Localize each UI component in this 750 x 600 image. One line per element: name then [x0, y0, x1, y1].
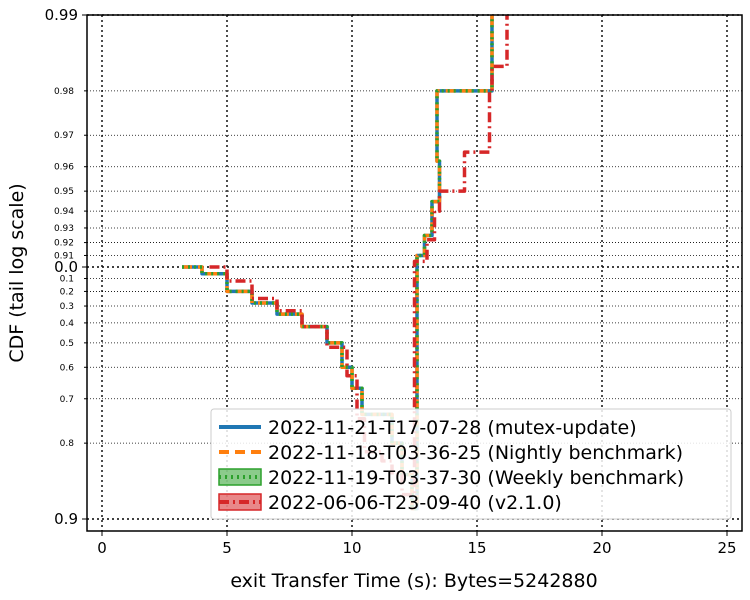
y-tick-label: 0.7 — [60, 395, 74, 405]
y-tick-label: 0.0 — [54, 258, 78, 276]
y-tick-label: 0.96 — [54, 163, 74, 173]
legend-label: 2022-11-19-T03-37-30 (Weekly benchmark) — [268, 467, 684, 489]
legend: 2022-11-21-T17-07-28 (mutex-update) 2022-… — [210, 408, 732, 520]
legend-label: 2022-11-21-T17-07-28 (mutex-update) — [268, 417, 637, 439]
y-axis-label: CDF (tail log scale) — [6, 183, 28, 362]
y-tick-label: 0.8 — [60, 439, 75, 449]
x-axis-label: exit Transfer Time (s): Bytes=5242880 — [230, 570, 597, 592]
y-tick-label: 0.6 — [60, 363, 75, 373]
legend-label: 2022-11-18-T03-36-25 (Nightly benchmark) — [268, 442, 683, 464]
x-tick-label: 20 — [592, 539, 611, 557]
y-tick-label: 0.93 — [54, 224, 74, 234]
legend-box — [210, 408, 732, 520]
x-tick-label: 10 — [342, 539, 361, 557]
series-line — [182, 15, 494, 511]
y-tick-label: 0.2 — [60, 287, 74, 297]
plot-frame — [86, 14, 743, 532]
y-tick-label: 0.91 — [54, 251, 74, 261]
y-tick-label: 0.1 — [60, 275, 74, 285]
x-tick-label: 15 — [467, 539, 486, 557]
x-tick-label: 25 — [717, 539, 736, 557]
y-tick-label: 0.4 — [60, 319, 75, 329]
y-tick-label: 0.3 — [60, 302, 74, 312]
x-tick-label: 5 — [222, 539, 232, 557]
y-tick-label: 0.99 — [45, 6, 78, 24]
y-tick-label: 0.94 — [54, 207, 74, 217]
axis-ticks: 0 5 10 15 20 25 0.00.1 0.2 0.3 0.4 0.5 0.6 0.7 0.8 0.9… — [45, 6, 737, 557]
y-tick-label: 0.5 — [60, 339, 74, 349]
y-tick-label: 0.95 — [54, 187, 74, 197]
y-tick-label: 0.97 — [54, 131, 74, 141]
legend-label: 2022-06-06-T23-09-40 (v2.1.0) — [268, 492, 562, 514]
y-tick-label: 0.92 — [54, 239, 74, 249]
x-tick-label: 0 — [97, 539, 107, 557]
y-tick-label: 0.9 — [54, 510, 78, 528]
y-tick-label: 0.98 — [54, 87, 74, 97]
